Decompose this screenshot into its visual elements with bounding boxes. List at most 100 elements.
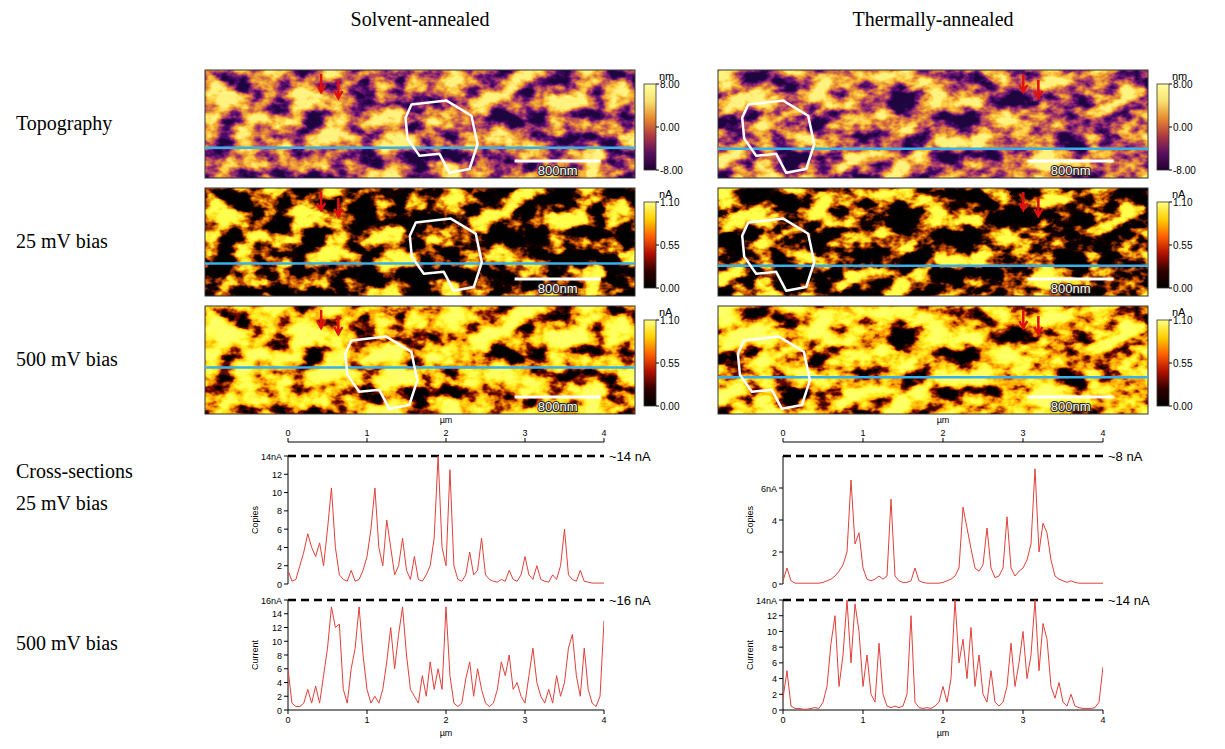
afm-image: 800nm bbox=[205, 306, 635, 414]
line-chart: 02468101214nACopies01234µm~14 nA bbox=[250, 415, 651, 590]
arrow bbox=[334, 80, 342, 98]
column-title: Thermally-annealed bbox=[852, 8, 1013, 31]
y-tick-label: 16nA bbox=[261, 596, 282, 606]
colorbar-tick-label: 0.00 bbox=[660, 122, 680, 133]
x-tick-label: 0 bbox=[285, 715, 290, 725]
y-tick bbox=[779, 647, 783, 648]
x-tick-label: 0 bbox=[285, 428, 290, 438]
arrow bbox=[334, 198, 342, 216]
profile-line bbox=[205, 366, 635, 369]
colorbar-tick bbox=[656, 245, 659, 246]
x-tick bbox=[1103, 438, 1104, 442]
profile-line bbox=[718, 376, 1148, 379]
x-tick bbox=[863, 710, 864, 714]
image-frame bbox=[205, 306, 635, 414]
image-frame bbox=[718, 70, 1148, 178]
y-tick-label: 14nA bbox=[261, 452, 282, 462]
y-tick-label: 0 bbox=[277, 580, 282, 590]
y-tick bbox=[779, 552, 783, 553]
y-tick-label: 8 bbox=[277, 506, 282, 516]
colorbar-tick bbox=[656, 202, 659, 203]
region-outline bbox=[738, 337, 810, 409]
y-tick bbox=[284, 492, 288, 493]
x-tick bbox=[943, 438, 944, 442]
colorbar-tick bbox=[1169, 245, 1172, 246]
x-tick bbox=[446, 438, 447, 442]
x-tick-label: 3 bbox=[522, 428, 527, 438]
reference-line bbox=[288, 599, 604, 602]
region-outline bbox=[742, 101, 814, 173]
colorbar-tick-label: 8.00 bbox=[1173, 79, 1193, 90]
y-tick-label: 4 bbox=[772, 516, 777, 526]
x-tick bbox=[604, 438, 605, 442]
y-tick bbox=[779, 615, 783, 616]
y-tick-label: 6nA bbox=[761, 484, 777, 494]
colorbar-tick-label: 0.00 bbox=[660, 401, 680, 412]
y-tick-label: 8 bbox=[772, 643, 777, 653]
y-tick bbox=[779, 584, 783, 585]
y-tick bbox=[284, 600, 288, 601]
y-tick-label: 6 bbox=[277, 525, 282, 535]
y-tick bbox=[284, 641, 288, 642]
y-tick bbox=[284, 547, 288, 548]
colorbar-tick bbox=[656, 170, 659, 171]
colorbar bbox=[644, 320, 656, 406]
x-tick-label: 1 bbox=[860, 715, 865, 725]
profile-curve bbox=[288, 607, 604, 707]
line-chart: 0246nACopies01234µm~8 nA bbox=[745, 415, 1143, 590]
x-tick bbox=[783, 438, 784, 442]
y-tick bbox=[779, 678, 783, 679]
image-frame bbox=[718, 188, 1148, 296]
arrow bbox=[334, 316, 342, 334]
afm-image: 800nm bbox=[205, 70, 635, 178]
y-tick bbox=[779, 600, 783, 601]
image-frame bbox=[718, 306, 1148, 414]
profile-line bbox=[205, 147, 635, 150]
plot-area bbox=[783, 469, 1103, 583]
profile-line bbox=[718, 148, 1148, 151]
y-tick-label: 0 bbox=[772, 706, 777, 716]
colorbar-tick bbox=[1169, 84, 1172, 85]
profile-line bbox=[205, 262, 635, 265]
x-tick-label: 3 bbox=[1020, 428, 1025, 438]
colorbar-tick bbox=[656, 84, 659, 85]
annotation: ~14 nA bbox=[609, 449, 651, 464]
x-axis-title: µm bbox=[440, 415, 453, 425]
y-tick bbox=[284, 655, 288, 656]
y-tick bbox=[284, 696, 288, 697]
reference-line bbox=[288, 455, 604, 458]
annotation: ~16 nA bbox=[609, 593, 651, 608]
y-tick-label: 2 bbox=[772, 548, 777, 558]
row-label: 25 mV bias bbox=[16, 230, 108, 252]
section-title: Cross-sections bbox=[16, 460, 133, 482]
x-tick bbox=[1023, 438, 1024, 442]
y-tick-label: 4 bbox=[772, 674, 777, 684]
x-tick bbox=[367, 710, 368, 714]
x-tick bbox=[943, 710, 944, 714]
x-tick bbox=[863, 438, 864, 442]
y-tick-label: 14 bbox=[272, 609, 282, 619]
scale-bar-label: 800nm bbox=[538, 163, 578, 178]
x-tick-label: 0 bbox=[780, 428, 785, 438]
y-axis-title: Current bbox=[745, 639, 755, 670]
x-axis-title: µm bbox=[937, 415, 950, 425]
y-tick bbox=[284, 474, 288, 475]
y-tick bbox=[284, 529, 288, 530]
colorbar-tick bbox=[1169, 320, 1172, 321]
colorbar-tick-label: 0.55 bbox=[660, 240, 680, 251]
line-chart: 0246810121416nACurrent01234µm~16 nA bbox=[250, 593, 651, 738]
y-tick-label: 4 bbox=[277, 678, 282, 688]
x-tick-label: 4 bbox=[1100, 428, 1105, 438]
y-tick bbox=[284, 565, 288, 566]
y-tick-label: 10 bbox=[272, 637, 282, 647]
colorbar-tick-label: 1.10 bbox=[660, 197, 680, 208]
colorbar-tick-label: 1.10 bbox=[660, 315, 680, 326]
image-texture bbox=[718, 306, 1148, 414]
x-tick bbox=[446, 710, 447, 714]
y-tick-label: 0 bbox=[277, 706, 282, 716]
colorbar-tick-label: -8.00 bbox=[660, 165, 683, 176]
y-tick bbox=[779, 710, 783, 711]
y-tick-label: 12 bbox=[272, 470, 282, 480]
colorbar-tick-label: 0.00 bbox=[1173, 401, 1193, 412]
profile-curve bbox=[783, 469, 1103, 583]
